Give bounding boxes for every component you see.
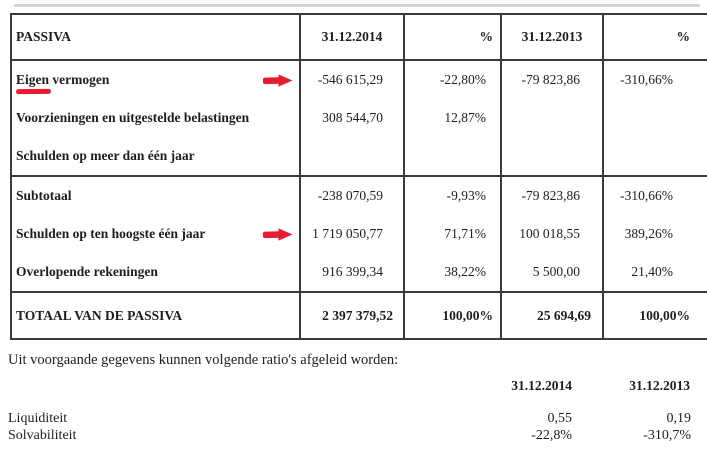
cell-eigen-vermogen-2013: -79 823,86	[521, 72, 581, 87]
section2-pct-2014: -9,93% 71,71% 38,22%	[403, 177, 500, 291]
cell-schulden-kort-2014: 1 719 050,77	[312, 226, 383, 241]
row-label-eigen-vermogen: Eigen vermogen	[12, 61, 299, 99]
ratio-label-liquiditeit: Liquiditeit	[8, 411, 68, 426]
row-label-voorzieningen: Voorzieningen en uitgestelde belastingen	[16, 110, 250, 125]
cell-eigen-vermogen-pct-2013: -310,66%	[620, 72, 673, 87]
section1-values-2014: -546 615,29 308 544,70	[299, 61, 403, 175]
row-label-totaal: TOTAAL VAN DE PASSIVA	[16, 307, 183, 323]
section1-values-2013: -79 823,86	[500, 61, 602, 175]
column-header-pct-2013: %	[602, 15, 707, 59]
cell-overlopende-pct-2014: 38,22%	[444, 264, 486, 279]
cell-totaal-2014: 2 397 379,52	[299, 293, 403, 338]
table-total-row: TOTAAL VAN DE PASSIVA 2 397 379,52 100,0…	[12, 291, 707, 338]
row-label-subtotaal: Subtotaal	[16, 188, 72, 203]
cell-subtotaal-2014: -238 070,59	[317, 188, 383, 203]
cell-voorzieningen-pct-2013	[604, 99, 690, 137]
cell-schulden-lang-pct-2013	[604, 137, 690, 175]
ratios-header-2014: 31.12.2014	[511, 378, 572, 393]
section2-values-2013: -79 823,86 100 018,55 5 500,00	[500, 177, 602, 291]
column-header-pct-2014: %	[403, 15, 500, 59]
cell-overlopende-2014: 916 399,34	[322, 264, 383, 279]
column-header-date-2014: 31.12.2014	[299, 15, 403, 59]
cell-schulden-kort-2013: 100 018,55	[519, 226, 580, 241]
cell-schulden-lang-2013	[502, 137, 591, 175]
section1-pct-2014: -22,80% 12,87%	[403, 61, 500, 175]
cell-schulden-lang-pct-2014	[405, 137, 493, 175]
column-header-date-2013: 31.12.2013	[500, 15, 602, 59]
cell-schulden-kort-pct-2013: 389,26%	[624, 226, 673, 241]
ratio-solvabiliteit-2013: -310,7%	[643, 428, 691, 443]
cell-subtotaal-pct-2013: -310,66%	[620, 188, 673, 203]
cell-voorzieningen-2013	[502, 99, 591, 137]
ratios-header-2013: 31.12.2013	[629, 378, 690, 393]
row-label-text: Schulden op ten hoogste één jaar	[16, 226, 206, 241]
cell-eigen-vermogen-2014: -546 615,29	[317, 72, 383, 87]
section2-labels: Subtotaal Schulden op ten hoogste één ja…	[12, 177, 299, 291]
cell-totaal-2013: 25 694,69	[500, 293, 602, 338]
column-header-passiva: PASSIVA	[16, 29, 72, 44]
section1-labels: Eigen vermogen Voorzieningen en uitgeste…	[12, 61, 299, 175]
ratio-liquiditeit-2013: 0,19	[666, 411, 692, 426]
section2-values-2014: -238 070,59 1 719 050,77 916 399,34	[299, 177, 403, 291]
red-arrow-annotation	[263, 228, 293, 241]
table-section-debts: Subtotaal Schulden op ten hoogste één ja…	[12, 175, 707, 291]
red-underline-annotation	[15, 88, 52, 95]
ratio-solvabiliteit-2014: -22,8%	[531, 428, 572, 443]
table-section-equity: Eigen vermogen Voorzieningen en uitgeste…	[12, 59, 707, 175]
row-label-text: Eigen vermogen	[16, 72, 110, 87]
ratio-label-solvabiliteit: Solvabiliteit	[8, 428, 77, 443]
row-label-schulden-kort: Schulden op ten hoogste één jaar	[12, 215, 299, 253]
cell-schulden-lang-2014	[301, 137, 393, 175]
ratio-liquiditeit-2014: 0,55	[547, 411, 573, 426]
cell-totaal-pct-2014: 100,00%	[403, 293, 500, 338]
cell-overlopende-2013: 5 500,00	[532, 264, 580, 279]
cell-voorzieningen-pct-2014: 12,87%	[444, 110, 486, 125]
ratios-intro-text: Uit voorgaande gegevens kunnen volgende …	[8, 352, 399, 368]
passiva-balance-table: PASSIVA 31.12.2014 % 31.12.2013 % Eigen …	[10, 13, 707, 340]
table-header-row: PASSIVA 31.12.2014 % 31.12.2013 %	[12, 15, 707, 59]
cell-voorzieningen-2014: 308 544,70	[322, 110, 383, 125]
cell-overlopende-pct-2013: 21,40%	[631, 264, 673, 279]
section1-pct-2013: -310,66%	[602, 61, 707, 175]
row-label-schulden-lang: Schulden op meer dan één jaar	[16, 148, 195, 163]
cell-schulden-kort-pct-2014: 71,71%	[444, 226, 486, 241]
cell-subtotaal-2013: -79 823,86	[521, 188, 581, 203]
row-label-overlopende: Overlopende rekeningen	[16, 264, 158, 279]
cell-eigen-vermogen-pct-2014: -22,80%	[439, 72, 486, 87]
cell-totaal-pct-2013: 100,00%	[602, 293, 707, 338]
scan-smudge-line	[14, 4, 700, 7]
cell-subtotaal-pct-2014: -9,93%	[446, 188, 486, 203]
red-arrow-annotation	[263, 74, 293, 87]
section2-pct-2013: -310,66% 389,26% 21,40%	[602, 177, 707, 291]
